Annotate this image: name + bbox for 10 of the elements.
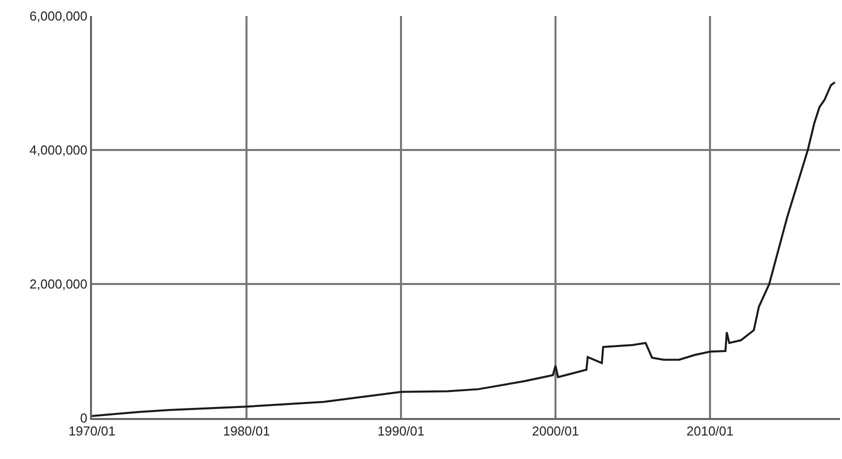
x-tick-label: 1990/01 [378,424,425,439]
x-tick-label: 2000/01 [532,424,579,439]
y-tick-label: 4,000,000 [30,142,88,158]
x-tick-label: 2010/01 [686,424,734,439]
x-tick-label: 1970/01 [68,424,116,439]
y-tick-label: 6,000,000 [30,8,88,24]
y-tick-label: 2,000,000 [30,276,88,292]
line-series [92,81,836,417]
x-tick-label: 1980/01 [222,424,270,439]
y-tick-label: 0 [80,410,88,426]
